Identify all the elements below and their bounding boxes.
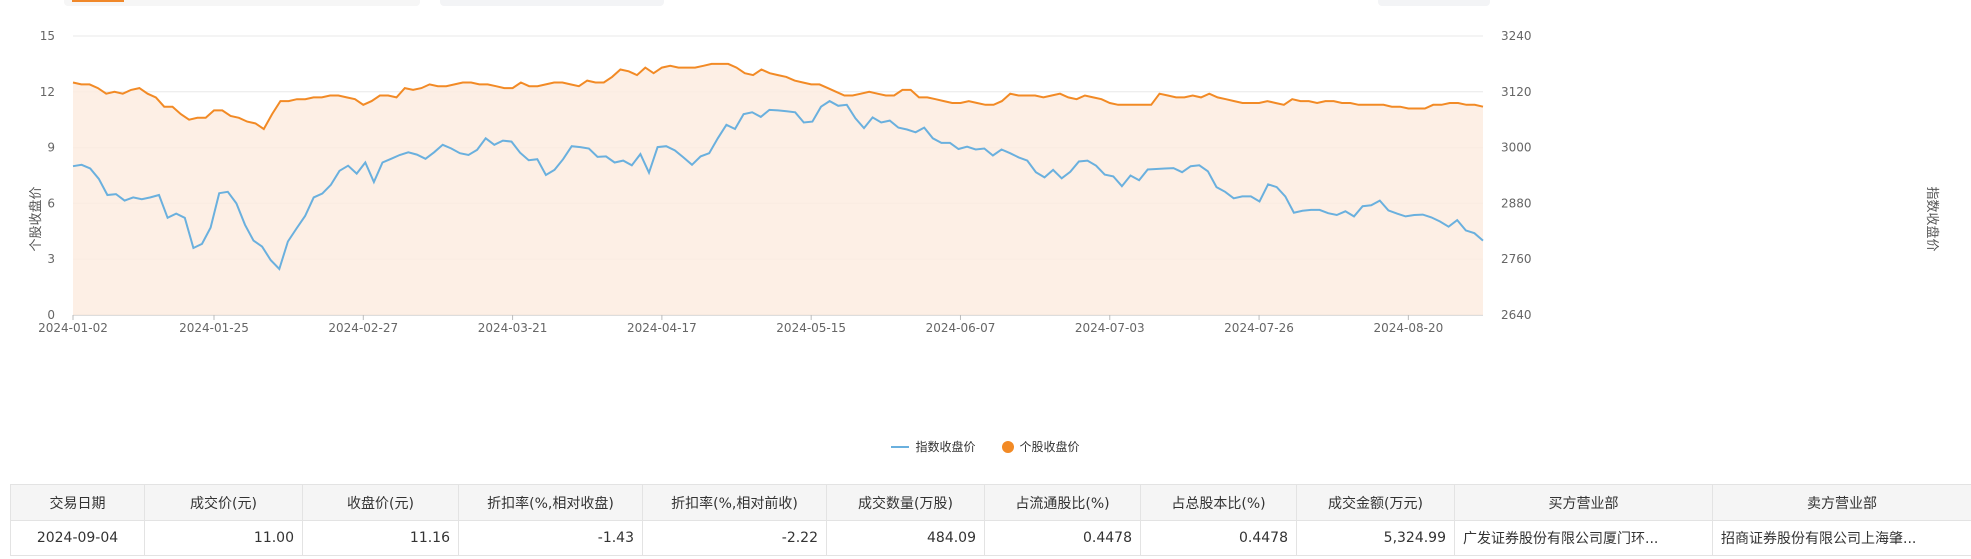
legend-item-index[interactable]: 指数收盘价 <box>891 438 976 455</box>
legend-label-stock: 个股收盘价 <box>1019 440 1080 454</box>
top-tab-2[interactable] <box>440 0 664 6</box>
right-tick-label: 2760 <box>1501 252 1532 266</box>
col-header[interactable]: 成交数量(万股) <box>826 484 985 521</box>
col-header[interactable]: 占流通股比(%) <box>984 484 1141 521</box>
col-header[interactable]: 成交价(元) <box>144 484 303 521</box>
left-tick-label: 6 <box>47 196 55 210</box>
left-tick-label: 3 <box>47 252 55 266</box>
cell-trade-price: 11.00 <box>144 520 303 556</box>
stock-price-area <box>73 63 1483 316</box>
x-tick-label: 2024-01-02 <box>38 321 108 335</box>
col-header[interactable]: 卖方营业部 <box>1712 484 1971 521</box>
col-header[interactable]: 占总股本比(%) <box>1140 484 1297 521</box>
x-tick-label: 2024-08-20 <box>1373 321 1443 335</box>
col-header[interactable]: 交易日期 <box>10 484 145 521</box>
cell-float-ratio: 0.4478 <box>984 520 1141 556</box>
left-tick-label: 15 <box>40 29 55 43</box>
left-axis-title: 个股收盘价 <box>28 186 44 251</box>
col-header[interactable]: 折扣率(%,相对前收) <box>642 484 827 521</box>
cell-discount-prev: -2.22 <box>642 520 827 556</box>
price-chart: 0 3 6 9 12 15 2640 2760 2880 3000 3120 3240 2024-0… <box>28 29 1940 335</box>
cell-total-ratio: 0.4478 <box>1140 520 1297 556</box>
right-tick-label: 3240 <box>1501 29 1532 43</box>
cell-trade-date: 2024-09-04 <box>10 520 145 556</box>
legend-item-stock[interactable]: 个股收盘价 <box>1001 438 1080 455</box>
legend-line-icon <box>891 445 910 448</box>
legend-dot-icon <box>1001 440 1014 453</box>
cell-amount: 5,324.99 <box>1296 520 1455 556</box>
right-tick-label: 3000 <box>1501 141 1532 155</box>
x-tick-label: 2024-06-07 <box>926 321 996 335</box>
x-tick-label: 2024-07-26 <box>1224 321 1294 335</box>
table-row[interactable]: 2024-09-04 11.00 11.16 -1.43 -2.22 484.0… <box>10 520 1971 556</box>
x-tick-label: 2024-03-21 <box>478 321 548 335</box>
x-tick-label: 2024-07-03 <box>1075 321 1145 335</box>
col-header[interactable]: 买方营业部 <box>1454 484 1713 521</box>
right-axis-ticks: 2640 2760 2880 3000 3120 3240 <box>1501 29 1532 322</box>
cell-volume: 484.09 <box>826 520 985 556</box>
active-tab-indicator <box>72 0 124 2</box>
table-header-row: 交易日期 成交价(元) 收盘价(元) 折扣率(%,相对收盘) 折扣率(%,相对前… <box>10 484 1971 521</box>
right-tick-label: 2880 <box>1501 196 1532 210</box>
cell-discount-close: -1.43 <box>458 520 643 556</box>
index-price-line <box>72 99 1484 271</box>
x-tick-label: 2024-01-25 <box>179 321 249 335</box>
left-tick-label: 0 <box>47 308 55 322</box>
x-tick-label: 2024-04-17 <box>627 321 697 335</box>
cell-seller[interactable]: 招商证券股份有限公司上海肇... <box>1712 520 1971 556</box>
col-header[interactable]: 折扣率(%,相对收盘) <box>458 484 643 521</box>
right-tick-label: 3120 <box>1501 85 1532 99</box>
block-trade-table: 交易日期 成交价(元) 收盘价(元) 折扣率(%,相对收盘) 折扣率(%,相对前… <box>10 484 1971 556</box>
x-tick-label: 2024-02-27 <box>328 321 398 335</box>
chart-legend: 指数收盘价 个股收盘价 <box>0 438 1971 455</box>
top-tab-1[interactable] <box>64 0 420 6</box>
top-tab-3[interactable] <box>1378 0 1490 6</box>
right-tick-label: 2640 <box>1501 308 1532 322</box>
left-tick-label: 12 <box>40 85 55 99</box>
col-header[interactable]: 收盘价(元) <box>302 484 459 521</box>
cell-buyer[interactable]: 广发证券股份有限公司厦门环... <box>1454 520 1713 556</box>
right-axis-title: 指数收盘价 <box>1924 186 1940 251</box>
cell-close-price: 11.16 <box>302 520 459 556</box>
x-axis-ticks: 2024-01-02 2024-01-25 2024-02-27 2024-03-21… <box>38 315 1443 335</box>
col-header[interactable]: 成交金额(万元) <box>1296 484 1455 521</box>
left-axis-ticks: 0 3 6 9 12 15 <box>40 29 55 322</box>
stock-price-line <box>72 62 1484 131</box>
left-tick-label: 9 <box>47 141 55 155</box>
x-tick-label: 2024-05-15 <box>776 321 846 335</box>
legend-label-index: 指数收盘价 <box>915 440 976 454</box>
